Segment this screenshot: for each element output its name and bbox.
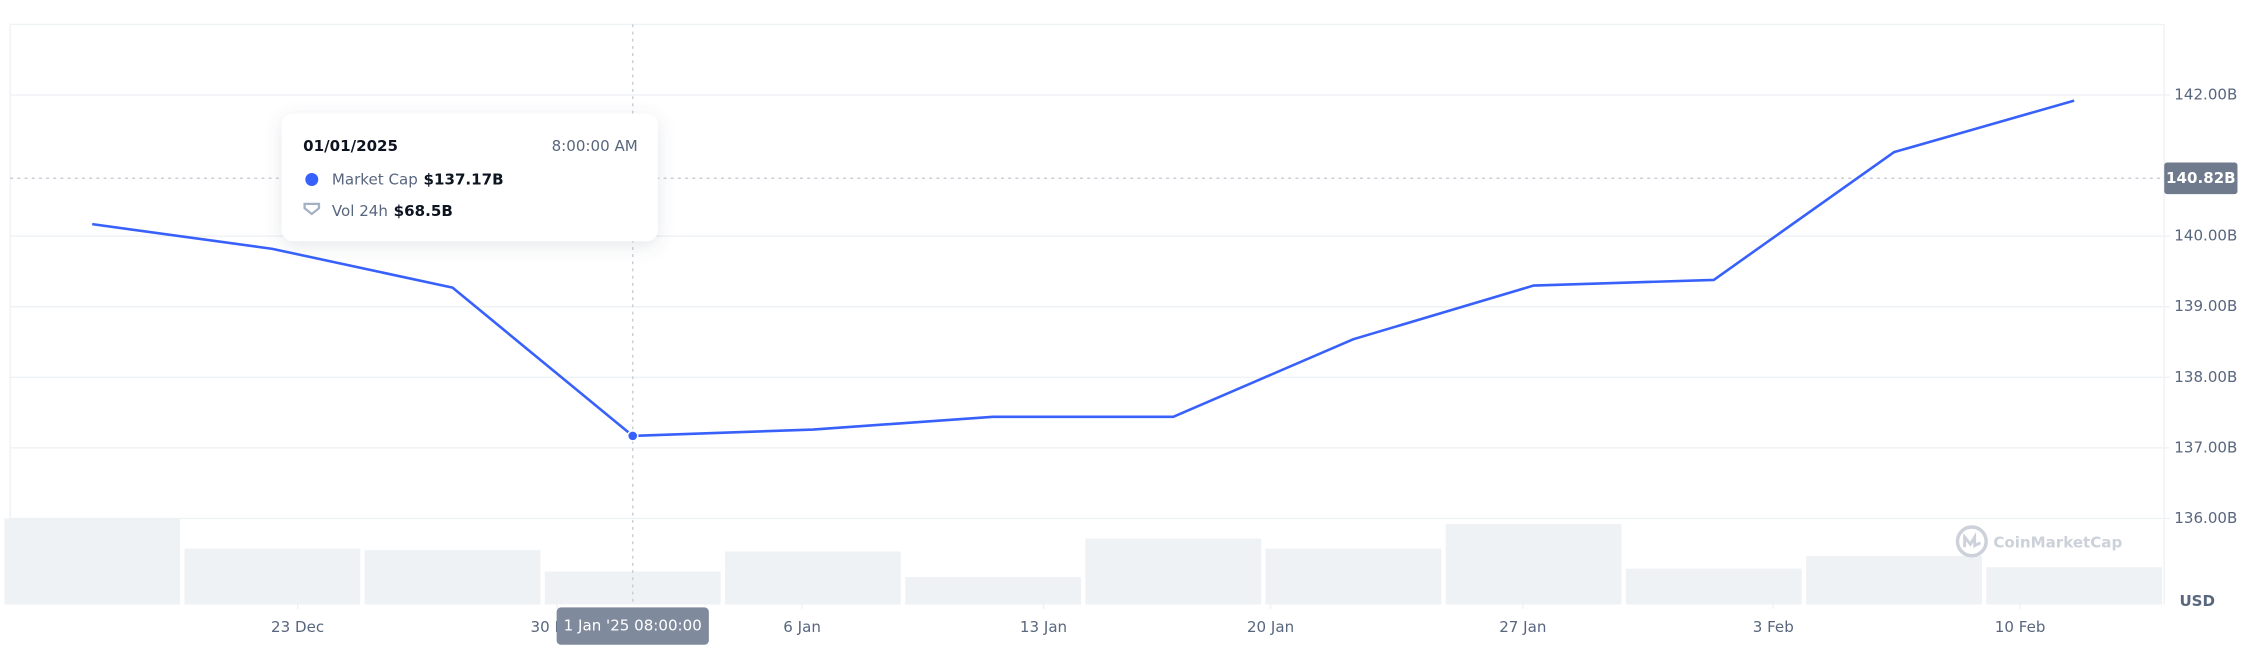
- tooltip-marker: [305, 173, 319, 186]
- tooltip-date: 01/01/2025: [303, 137, 398, 155]
- volume-bar: [1806, 555, 1982, 605]
- current-price-badge: [2164, 162, 2238, 195]
- watermark: CoinMarketCap: [1955, 525, 2122, 558]
- y-tick-label: 137.00B: [2174, 438, 2237, 456]
- tooltip-volume-icon: [303, 202, 321, 216]
- y-tick-label: 142.00B: [2174, 85, 2237, 103]
- y-tick-label: 139.00B: [2174, 297, 2237, 315]
- tooltip-time: 8:00:00 AM: [552, 137, 638, 155]
- x-tick-label: 10 Feb: [1995, 618, 2046, 636]
- tooltip-value: $68.5B: [394, 202, 453, 220]
- tooltip-value: $137.17B: [424, 170, 504, 188]
- x-tick-label: 13 Jan: [1020, 618, 1067, 636]
- y-tick-label: 140.00B: [2174, 227, 2237, 245]
- y-tick-label: 136.00B: [2174, 509, 2237, 527]
- watermark-logo-mark: [1963, 531, 1982, 549]
- volume-bar: [184, 548, 361, 605]
- crosshair-label: 1 Jan '25 08:00:00: [564, 617, 702, 635]
- crosshair-badge: [556, 607, 709, 645]
- tooltip: 01/01/2025 8:00:00 AM Market Cap $137.17B Vo…: [281, 113, 658, 242]
- tooltip-series-name: Vol 24h: [332, 202, 388, 220]
- watermark-text: CoinMarketCap: [1993, 533, 2122, 551]
- volume-bar: [905, 577, 1082, 605]
- tooltip-row: Market Cap $137.17B: [332, 170, 504, 188]
- tooltip-box: [281, 113, 658, 242]
- x-tick-label: 23 Dec: [271, 618, 324, 636]
- line-series: [92, 99, 2075, 438]
- y-tick-label: 138.00B: [2174, 368, 2237, 386]
- current-price-label: 140.82B: [2166, 169, 2236, 187]
- currency-label: USD: [2179, 592, 2215, 610]
- volume-bar: [1625, 568, 1802, 605]
- x-tick-label: 27 Jan: [1499, 618, 1546, 636]
- overlay-layer: 140.82B 1 Jan '25 08:00:00 01/01/2025 8:00:…: [281, 113, 2238, 645]
- plot-layer: 136.00B 137.00B 138.00B 139.00B 140.00B 142.0…: [4, 23, 2237, 636]
- volume-bar: [4, 518, 181, 605]
- tooltip-series-name: Market Cap: [332, 170, 418, 188]
- active-point: [626, 430, 639, 442]
- x-tick-label: 20 Jan: [1247, 618, 1294, 636]
- volume-bar: [364, 550, 541, 605]
- watermark-logo: [1955, 525, 1988, 558]
- tooltip-row: Vol 24h $68.5B: [332, 202, 453, 220]
- x-tick-label: 3 Feb: [1753, 618, 1794, 636]
- volume-bar: [1445, 524, 1622, 605]
- volume-bar: [1085, 538, 1262, 605]
- x-tick-label: 6 Jan: [783, 618, 821, 636]
- volume-bar: [1265, 548, 1442, 605]
- volume-bar: [1986, 567, 2163, 605]
- volume-bar: [724, 551, 901, 605]
